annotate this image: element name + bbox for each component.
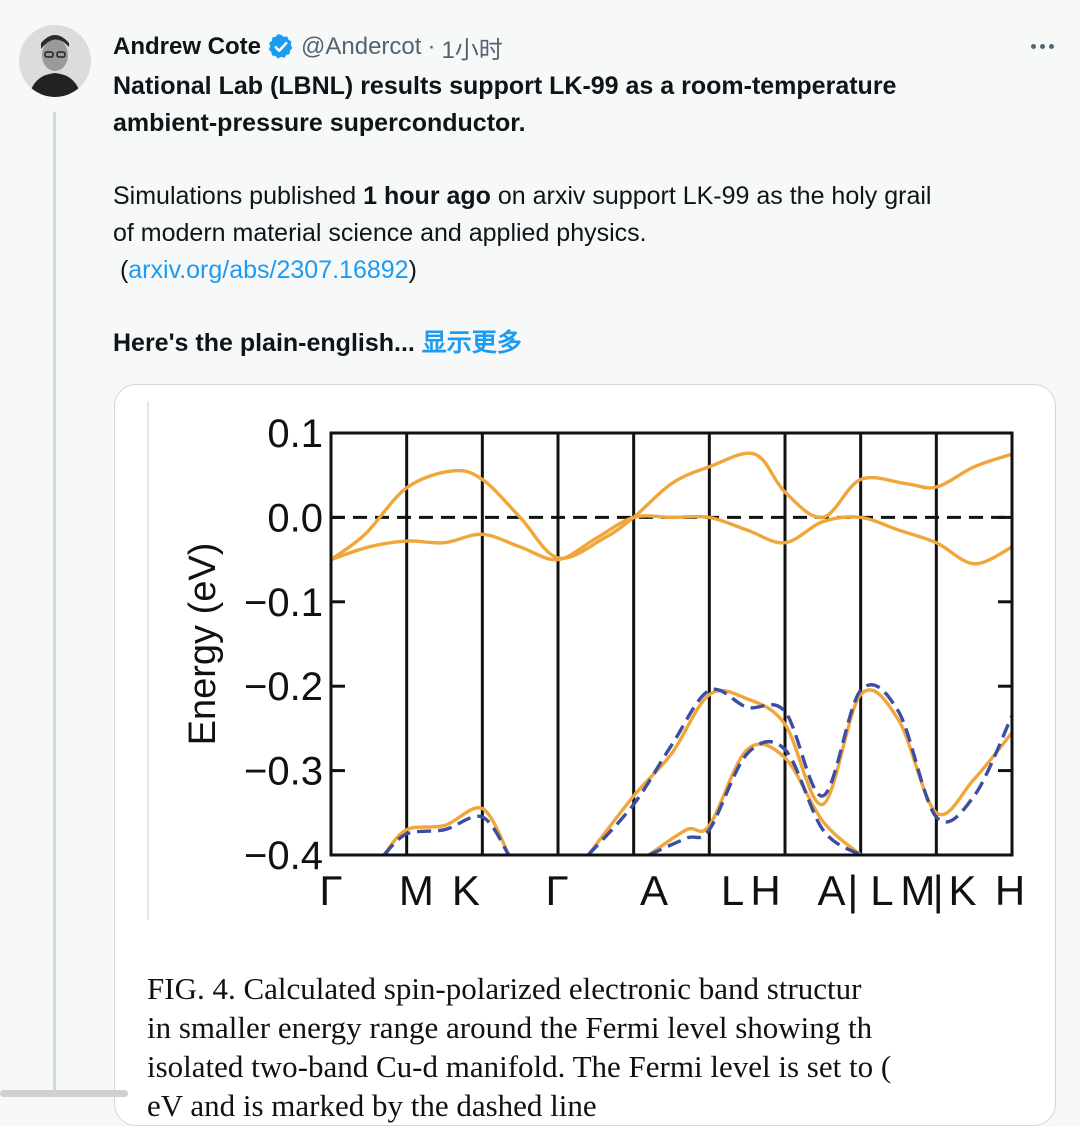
y-tick-label: −0.2 [244,665,323,709]
y-tick-label: 0.1 [267,412,323,456]
more-options-button[interactable] [1022,30,1062,62]
x-tick-label: M [900,867,935,914]
author-name[interactable]: Andrew Cote [113,33,262,60]
caption-line: in smaller energy range around the Fermi… [147,1010,873,1045]
spin-up-band [331,451,1012,561]
tweet-title: National Lab (LBNL) results support LK-9… [113,68,896,142]
tweet-timestamp[interactable]: 1小时 [441,36,503,64]
y-tick-label: −0.3 [244,750,323,794]
caption-line: eV and is marked by the dashed line [147,1088,597,1123]
avatar-photo [19,25,91,97]
caption-line: FIG. 4. Calculated spin-polarized electr… [147,971,862,1006]
caption-line: isolated two-band Cu-d manifold. The Fer… [147,1049,892,1084]
x-tick-label: Γ [319,867,342,914]
body-emphasis: 1 hour ago [363,182,491,210]
x-tick-label: L [721,867,744,914]
x-tick-label: A [640,867,668,914]
plot-frame [329,431,1014,857]
show-more-link[interactable]: 显示更多 [421,329,522,357]
tweet-title-line: ambient-pressure superconductor. [113,109,526,137]
spin-down-band [648,740,862,855]
arxiv-link[interactable]: arxiv.org/abs/2307.16892 [128,256,409,284]
spin-up-band [382,806,511,855]
tweet-header: Andrew Cote @Andercot · 1小时 [113,30,503,64]
y-axis-label: Energy (eV) [182,543,224,746]
x-tick-label: Γ [545,867,568,914]
x-tick-label: K [452,867,480,914]
x-tick-label: H [995,867,1025,914]
teaser-text: Here's the plain-english... [113,329,415,357]
tweet-body-line: of modern material science and applied p… [113,219,647,247]
band-structure-chart: 0.10.0−0.1−0.2−0.3−0.4Γ M K Γ A L H A | L M| K H Ene… [147,401,1025,920]
horizontal-scrollbar[interactable] [0,1090,128,1097]
spin-down-band [587,683,1012,855]
x-tick-label: M [399,867,434,914]
x-tick-label: L [870,867,893,914]
tweet-media-image[interactable]: 0.1 0.0 −0.1 −0.2 −0.3 −0.4 Γ M K Γ A L H A | L M | K H Ene… [114,384,1056,1126]
author-handle[interactable]: @Andercot [301,33,422,60]
header-separator: · [427,33,436,60]
x-tick-label: | [847,867,858,914]
ellipsis-icon [1030,43,1036,49]
spin-up-band [331,514,1012,566]
thread-line [53,112,56,1097]
tweet-body-line: Simulations published 1 hour ago on arxi… [113,182,932,210]
figure-caption: FIG. 4. Calculated spin-polarized electr… [147,969,1055,1125]
x-tick-label: K [948,867,976,914]
tweet-teaser: Here's the plain-english... 显示更多 [113,325,522,362]
tweet-body: Simulations published 1 hour ago on arxi… [113,178,931,289]
spin-up-band [586,688,1012,855]
avatar[interactable] [19,25,91,97]
y-tick-label: 0.0 [267,496,323,540]
tweet-body-line: (arxiv.org/abs/2307.16892) [113,256,417,284]
spin-down-band [382,814,511,855]
x-tick-label: A [818,867,846,914]
y-tick-label: −0.1 [244,581,323,625]
spin-up-band [647,742,862,855]
x-tick-label: H [750,867,780,914]
x-tick-label: | [933,867,944,914]
y-tick-label: −0.4 [244,834,323,878]
tweet-title-line: National Lab (LBNL) results support LK-9… [113,72,897,100]
verified-badge-icon [267,33,295,61]
